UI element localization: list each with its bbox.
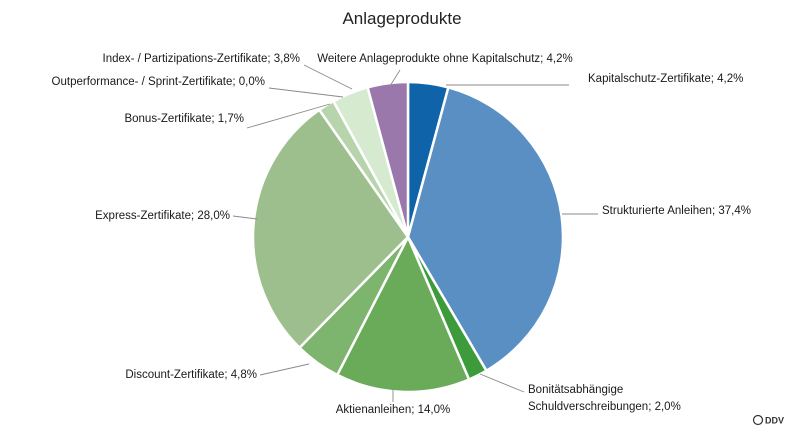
- ddv-logo: DDV: [752, 414, 784, 426]
- leader-lines: [232, 64, 598, 402]
- leader-line-5: [232, 215, 258, 220]
- leader-line-2: [479, 373, 525, 393]
- leader-line-8: [303, 64, 353, 90]
- leader-line-7: [268, 87, 344, 98]
- slice-label-2: Bonitätsabhängige Schuldverschreibungen; …: [528, 384, 681, 413]
- slice-label-5: Express-Zertifikate; 28,0%: [95, 210, 230, 222]
- pie-slice-3: [335, 234, 471, 394]
- leader-line-9: [389, 69, 401, 87]
- slice-label-1: Strukturierte Anleihen; 37,4%: [602, 205, 751, 217]
- slice-label-7: Outperformance- / Sprint-Zertifikate; 0,…: [52, 76, 265, 88]
- pie-slice-5: [251, 108, 410, 350]
- pie-slice-9: [366, 80, 410, 238]
- slice-label-9: Weitere Anlageprodukte ohne Kapitalschut…: [317, 53, 573, 65]
- leader-line-4: [259, 363, 310, 376]
- slice-label-8: Index- / Partizipations-Zertifikate; 3,8…: [103, 53, 301, 65]
- pie-slices: [251, 80, 565, 394]
- slice-label-3: Aktienanleihen; 14,0%: [336, 404, 450, 416]
- pie-slice-1: [406, 85, 565, 373]
- slice-label-6: Bonus-Zertifikate; 1,7%: [124, 113, 244, 125]
- svg-text:DDV: DDV: [765, 416, 784, 426]
- leader-line-6: [246, 103, 331, 129]
- slice-label-0: Kapitalschutz-Zertifikate; 4,2%: [588, 73, 743, 85]
- slice-label-4: Discount-Zertifikate; 4,8%: [125, 369, 257, 381]
- chart-title: Anlageprodukte: [342, 9, 461, 28]
- slice-labels: Kapitalschutz-Zertifikate; 4,2% Strukturi…: [52, 53, 751, 416]
